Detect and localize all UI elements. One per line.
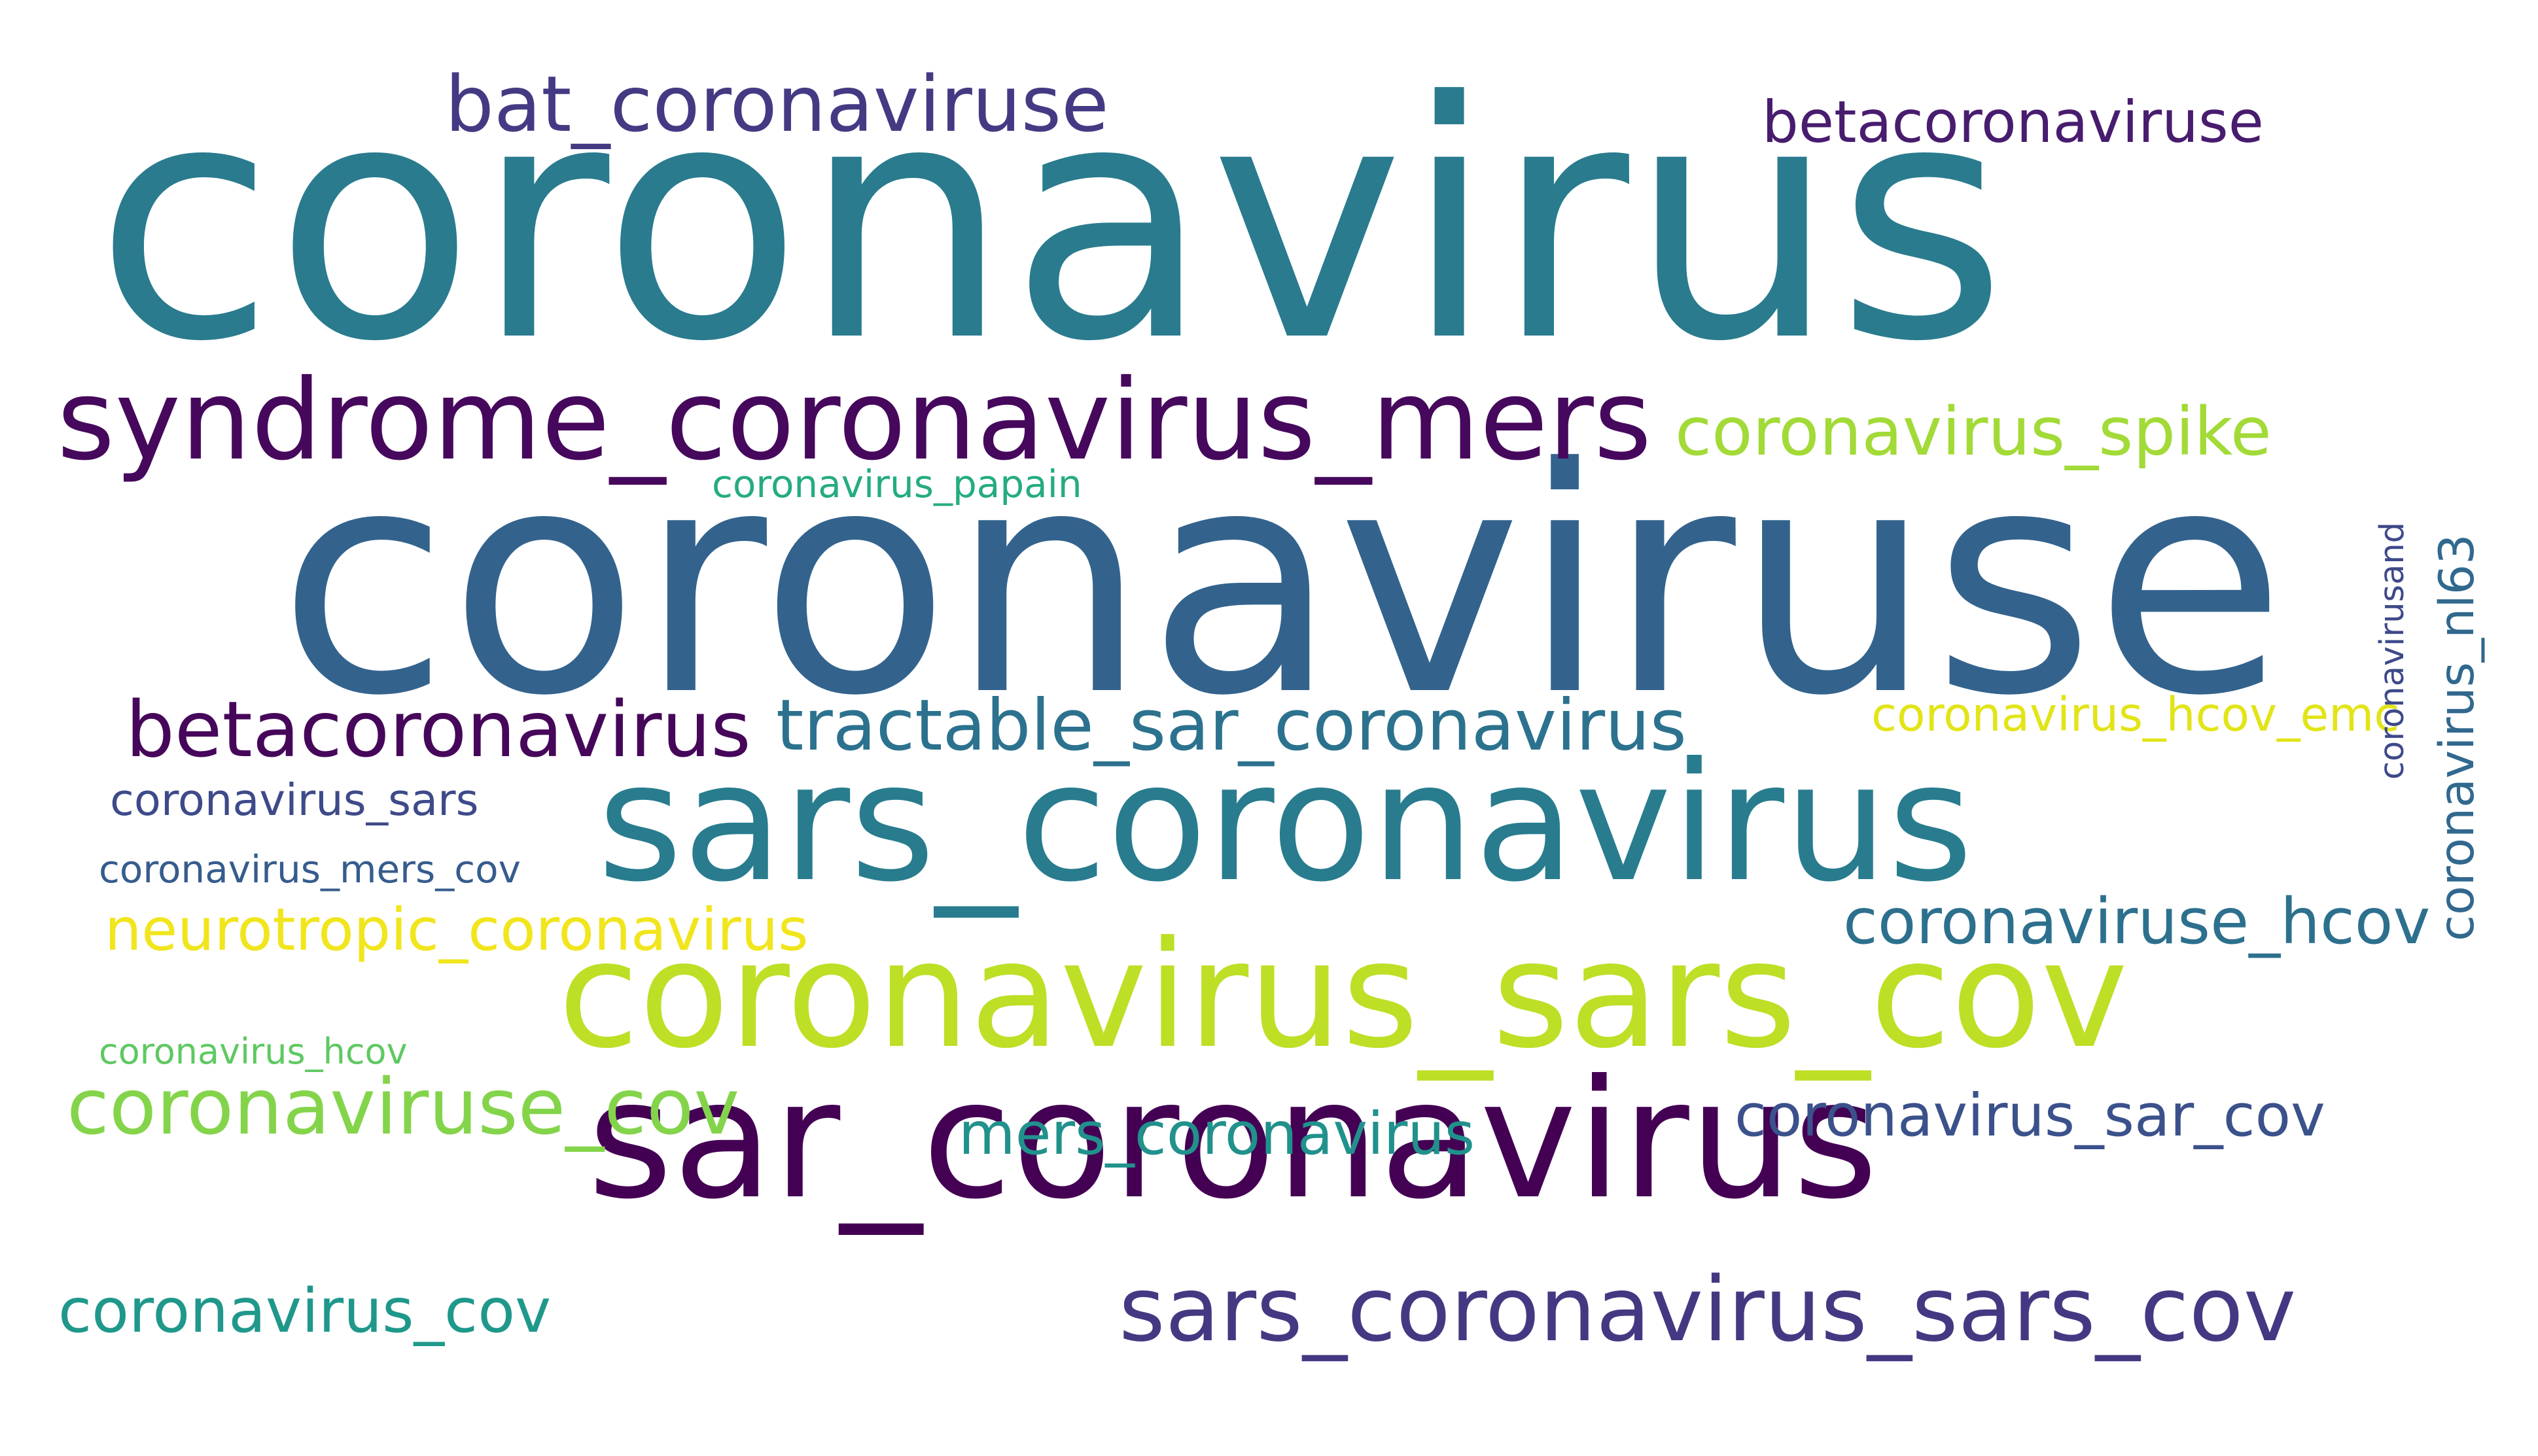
word: betacoronaviruse bbox=[1762, 88, 2264, 156]
word: coronavirus_sars bbox=[110, 774, 479, 825]
word: coronavirus_papain bbox=[712, 462, 1082, 506]
word: bat_coronaviruse bbox=[445, 59, 1109, 149]
word: coronavirus_cov bbox=[58, 1275, 552, 1346]
word: coronavirus_sars_cov bbox=[558, 910, 2128, 1081]
word: coronavirus bbox=[95, 32, 2007, 413]
word: coronavirus_hcov_emc bbox=[1871, 687, 2400, 742]
word-vertical: coronavirus_nl63 bbox=[2429, 534, 2485, 941]
word: coronavirus_spike bbox=[1675, 393, 2272, 471]
word: neurotropic_coronavirus bbox=[105, 895, 809, 963]
word: sars_coronavirus bbox=[597, 727, 1973, 918]
word: coronaviruse_hcov bbox=[1843, 885, 2431, 958]
word: betacoronavirus bbox=[126, 684, 751, 774]
word: mers_coronavirus bbox=[959, 1100, 1475, 1168]
word: coronaviruse_cov bbox=[67, 1062, 740, 1152]
word: coronavirus_sar_cov bbox=[1735, 1081, 2325, 1149]
word: coronavirus_hcov bbox=[99, 1031, 408, 1072]
word: syndrome_coronavirus_mers bbox=[57, 356, 1652, 485]
word-vertical: coronavirusand bbox=[2373, 521, 2412, 780]
word: sar_coronavirus bbox=[588, 1045, 1878, 1235]
word: tractable_sar_coronavirus bbox=[776, 685, 1687, 767]
word: sars_coronavirus_sars_cov bbox=[1119, 1258, 2297, 1362]
word: coronavirus_mers_cov bbox=[99, 847, 521, 892]
word: coronaviruse bbox=[278, 402, 2286, 764]
